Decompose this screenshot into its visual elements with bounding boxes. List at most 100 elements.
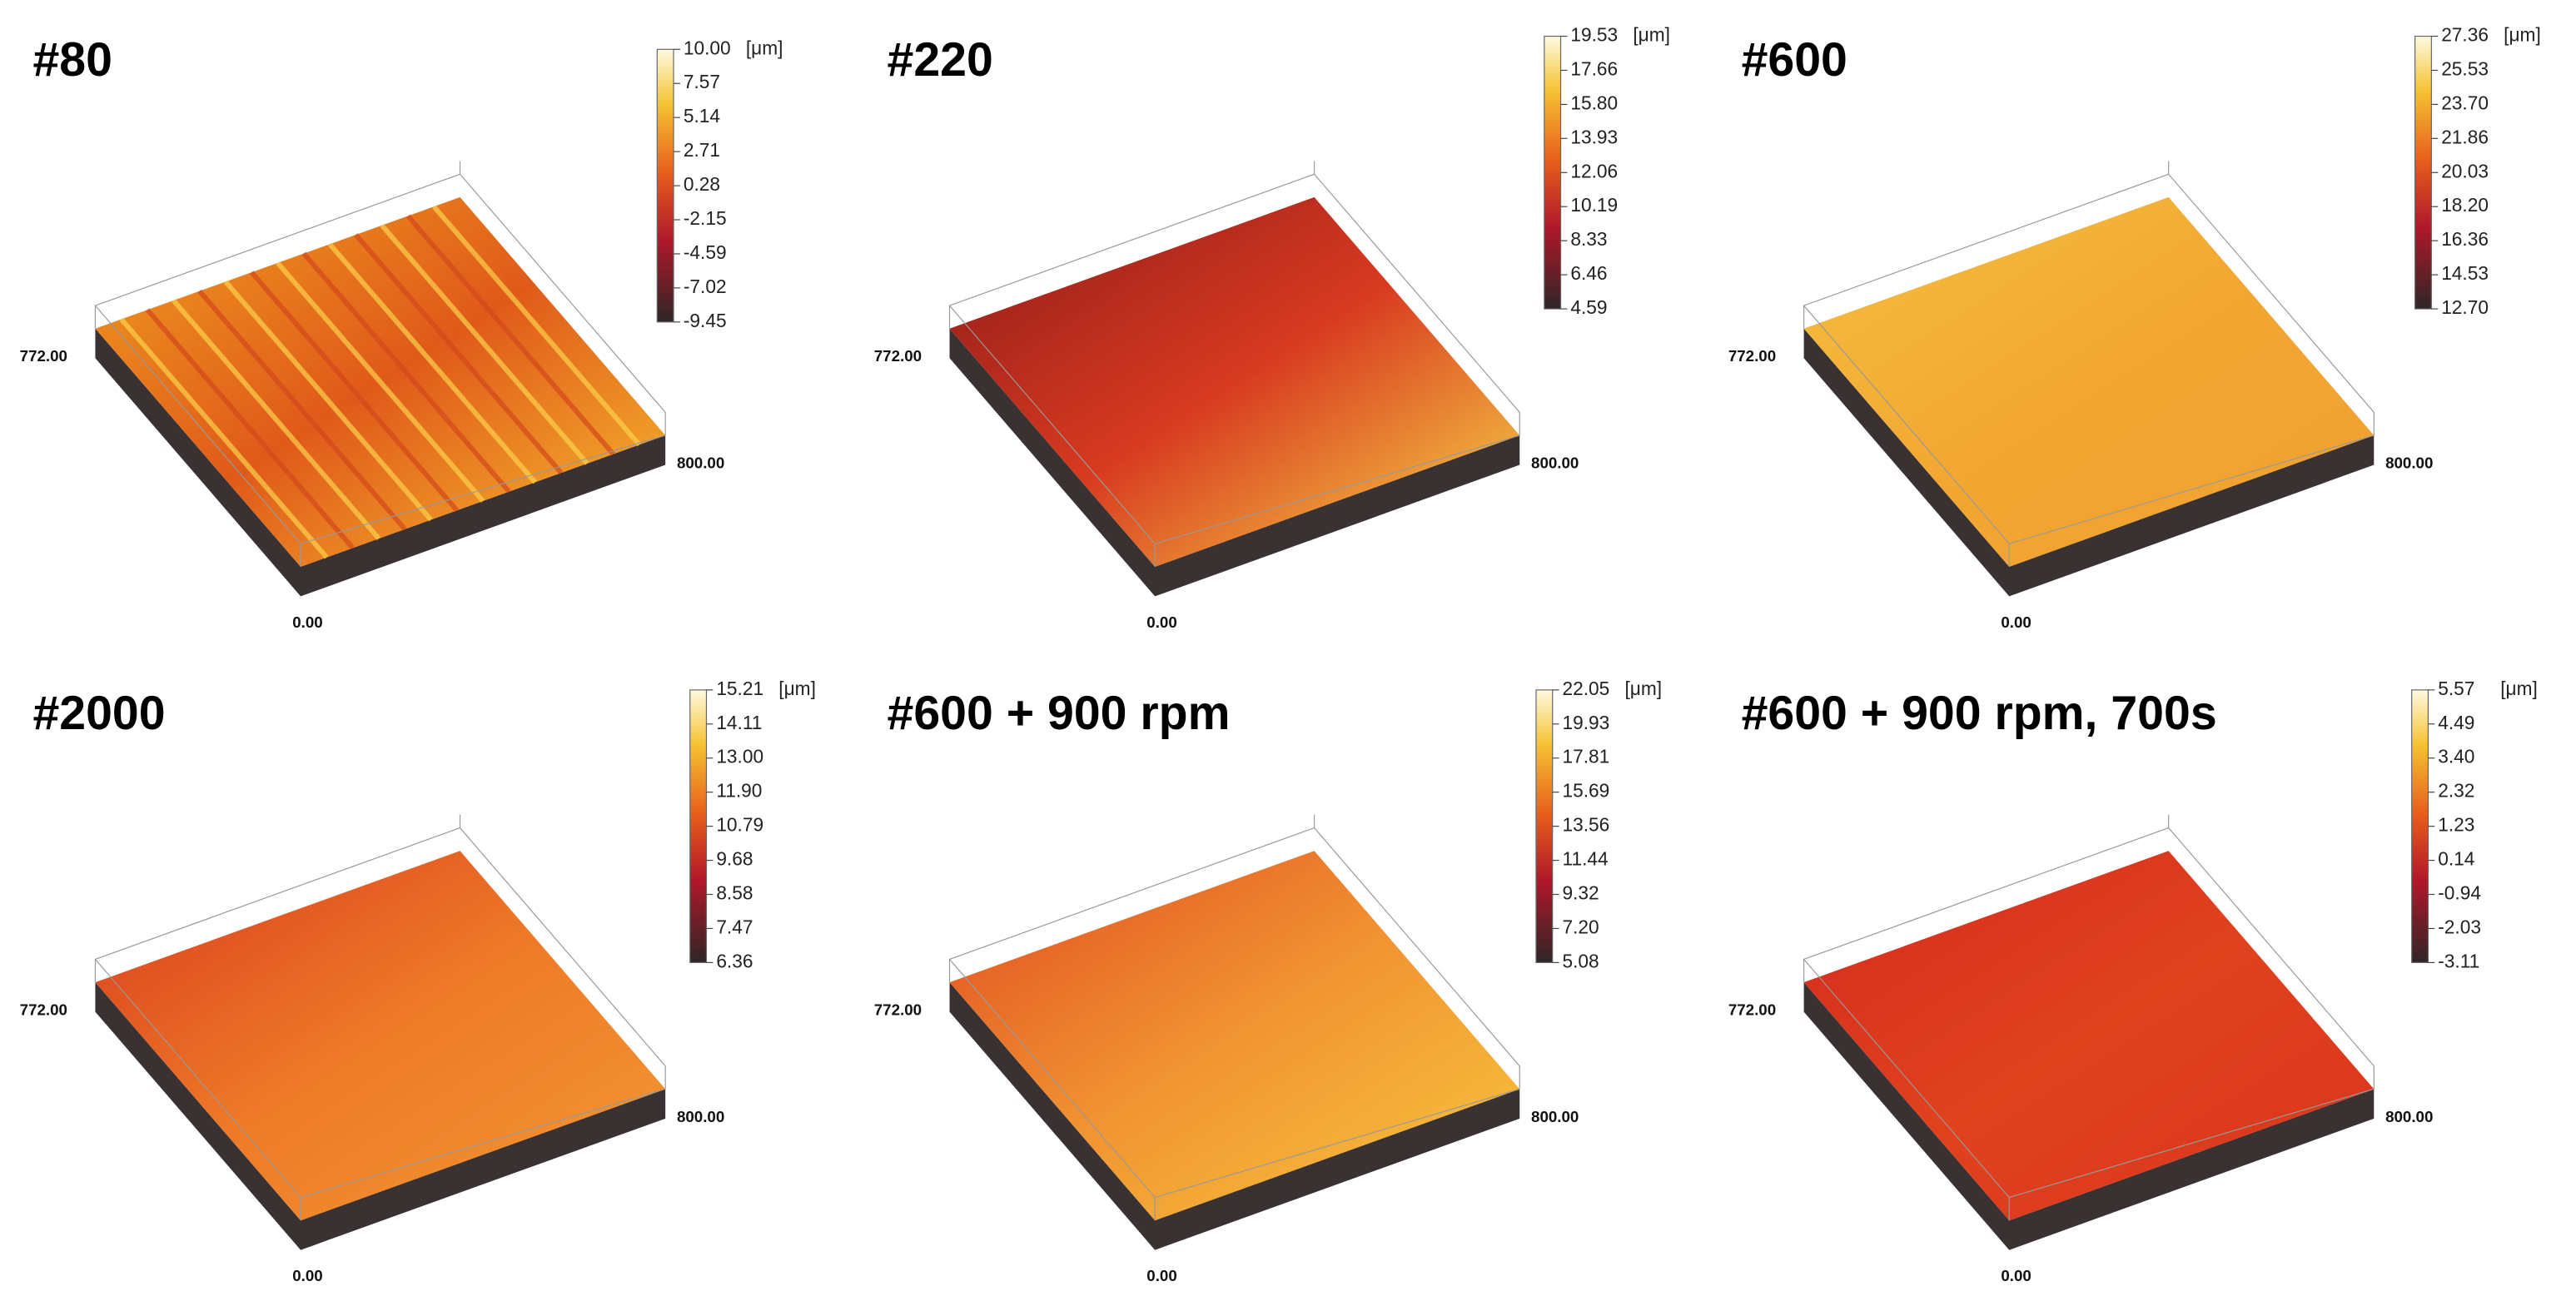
axis-label-x: 800.00 (677, 454, 724, 471)
colorbar-label: 7.20 (1563, 916, 1599, 937)
colorbar-label: -4.59 (684, 241, 727, 263)
panel-title: #80 (32, 33, 112, 87)
surface-base (949, 982, 1520, 1250)
panel: #600 + 900 rpm, 700s 772.00 800.00 0.00 5.57… (1728, 678, 2538, 1284)
axis-label-x: 800.00 (2385, 1108, 2433, 1125)
panel: #600 772.00 800.00 0.00 27.36 25.53 23.70 21.86… (1728, 24, 2541, 631)
colorbar-label: -7.02 (684, 276, 727, 297)
colorbar-label: -0.94 (2438, 882, 2481, 904)
colorbar-label: 17.66 (1570, 57, 1618, 79)
colorbar-label: 9.68 (716, 848, 753, 870)
axis-label-origin: 0.00 (2001, 1267, 2031, 1284)
surface-ridge (197, 289, 407, 531)
colorbar-label: 7.47 (716, 916, 753, 937)
surface (1803, 196, 2375, 567)
colorbar-label: 13.00 (716, 746, 763, 767)
panel: #220 772.00 800.00 0.00 19.53 17.66 15.80 13.93… (874, 24, 1670, 631)
colorbar-label: 12.06 (1570, 160, 1618, 181)
colorbar-label: 23.70 (2441, 92, 2489, 113)
colorbar-unit: [μm] (1633, 24, 1670, 46)
axis-label-origin: 0.00 (2001, 613, 2031, 631)
colorbar-label: 6.36 (716, 950, 753, 971)
colorbar-label: 10.79 (716, 814, 763, 836)
colorbar-label: 3.40 (2438, 746, 2474, 767)
surface-ridge (354, 233, 564, 475)
colorbar-label: 2.71 (684, 139, 720, 161)
surface-base (1803, 328, 2375, 597)
panel: #2000 772.00 800.00 0.00 15.21 14.11 13.00 11.9… (20, 678, 816, 1284)
surface-ridge (172, 298, 381, 540)
colorbar-label: 8.33 (1570, 228, 1607, 250)
surface-base (95, 328, 666, 597)
colorbar-label: 0.28 (684, 173, 720, 195)
colorbar-label: 20.03 (2441, 160, 2489, 181)
colorbar-label: -2.03 (2438, 916, 2481, 937)
colorbar-label: 12.70 (2441, 296, 2489, 318)
colorbar-label: 19.93 (1563, 712, 1610, 733)
axis-label-x: 800.00 (677, 1108, 724, 1125)
axis-label-y: 772.00 (20, 347, 67, 365)
colorbar-label: 9.32 (1563, 882, 1599, 904)
panel-title: #220 (888, 33, 993, 87)
colorbar-label: 21.86 (2441, 126, 2489, 147)
colorbar-label: 14.11 (716, 712, 762, 733)
surface-ridge (276, 261, 485, 503)
surface-ridge (380, 223, 589, 465)
colorbar (2414, 35, 2432, 310)
surface-base (95, 982, 666, 1250)
colorbar (689, 689, 708, 964)
axis-label-origin: 0.00 (292, 613, 322, 631)
surface-ridge (145, 308, 355, 550)
surface-ridge (301, 251, 511, 494)
surface-ridge (223, 280, 433, 522)
colorbar-label: 13.93 (1570, 126, 1618, 147)
colorbar-label: 15.21 (716, 678, 763, 699)
colorbar-label: -2.15 (684, 207, 727, 229)
colorbar-unit: [μm] (746, 37, 783, 58)
colorbar-label: 19.53 (1570, 24, 1618, 46)
surface (95, 851, 666, 1221)
colorbar-label: -9.45 (684, 310, 727, 331)
panel: #80 772.00 800.00 0.00 10.00 7.57 5.14 2.71 0.28… (20, 33, 783, 631)
surface (1803, 851, 2375, 1221)
panel-title: #2000 (32, 687, 165, 740)
colorbar-label: 22.05 (1563, 678, 1610, 699)
colorbar-label: 5.08 (1563, 950, 1599, 971)
colorbar-label: 6.46 (1570, 262, 1607, 284)
surface (949, 851, 1520, 1221)
axis-label-x: 800.00 (2385, 454, 2433, 471)
axis-label-origin: 0.00 (1146, 613, 1176, 631)
colorbar-label: 4.59 (1570, 296, 1607, 318)
colorbar-label: 11.90 (716, 780, 762, 802)
axis-label-y: 772.00 (874, 1001, 922, 1019)
colorbar-label: 11.44 (1563, 848, 1609, 870)
axis-label-y: 772.00 (874, 347, 922, 365)
colorbar (1544, 35, 1562, 310)
panel-title: #600 + 900 rpm, 700s (1742, 687, 2217, 740)
colorbar-label: 16.36 (2441, 228, 2489, 250)
colorbar-label: 5.14 (684, 105, 720, 127)
colorbar-label: 8.58 (716, 882, 753, 904)
axis-label-x: 800.00 (1531, 1108, 1579, 1125)
colorbar-label: 0.14 (2438, 848, 2474, 870)
colorbar-label: 15.69 (1563, 780, 1610, 802)
panel-title: #600 + 900 rpm (888, 687, 1231, 740)
colorbar-unit: [μm] (2504, 24, 2541, 46)
colorbar-label: 17.81 (1563, 746, 1610, 767)
panel: #600 + 900 rpm 772.00 800.00 0.00 22.05 19.93… (874, 678, 1662, 1284)
colorbar-label: -3.11 (2438, 950, 2479, 971)
colorbar-label: 25.53 (2441, 57, 2489, 79)
axis-label-x: 800.00 (1531, 454, 1579, 471)
colorbar (1535, 689, 1554, 964)
colorbar-label: 10.19 (1570, 194, 1618, 216)
colorbar-label: 13.56 (1563, 814, 1610, 836)
colorbar-label: 18.20 (2441, 194, 2489, 216)
surface-ridge (431, 205, 642, 447)
colorbar-label: 14.53 (2441, 262, 2489, 284)
colorbar-label: 1.23 (2438, 814, 2474, 836)
colorbar-unit: [μm] (1625, 678, 1663, 699)
axis-label-origin: 0.00 (292, 1267, 322, 1284)
colorbar-label: 27.36 (2441, 24, 2489, 46)
colorbar-label: 15.80 (1570, 92, 1618, 113)
